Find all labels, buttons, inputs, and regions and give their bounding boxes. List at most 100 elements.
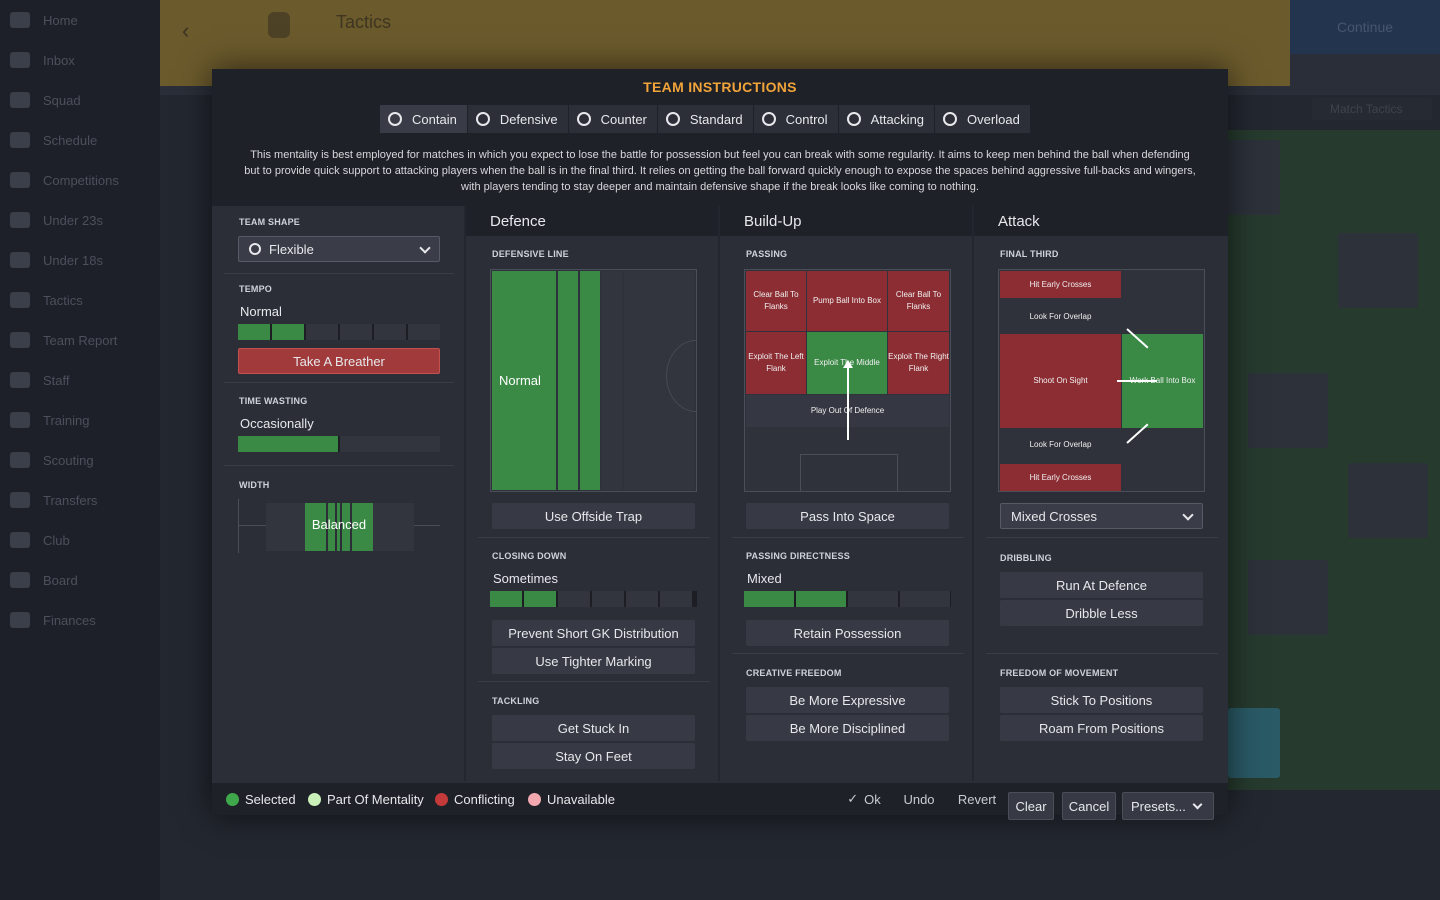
mentality-defensive[interactable]: Defensive: [467, 105, 568, 133]
legend-selected: Selected: [226, 792, 296, 807]
run-at-defence-button[interactable]: Run At Defence: [1000, 572, 1203, 598]
tempo-slider[interactable]: [238, 324, 440, 340]
tempo-value: Normal: [240, 304, 282, 319]
legend-dot: [435, 793, 448, 806]
hit-early-crosses-bottom[interactable]: Hit Early Crosses: [1000, 464, 1121, 491]
look-for-overlap-top[interactable]: Look For Overlap: [1029, 312, 1092, 321]
sidebar-item-transfers[interactable]: Transfers: [0, 485, 160, 515]
sidebar-item-label: Transfers: [43, 492, 98, 508]
shoot-on-sight[interactable]: Shoot On Sight: [1000, 334, 1121, 428]
take-a-breather-button[interactable]: Take A Breather: [238, 348, 440, 374]
mentality-label: Overload: [967, 111, 1020, 127]
nav-icon: [10, 132, 30, 148]
nav-icon: [10, 492, 30, 508]
nav-icon: [10, 292, 30, 308]
sidebar-item-team-report[interactable]: Team Report: [0, 325, 160, 355]
cancel-button[interactable]: Cancel: [1062, 792, 1116, 820]
nav-icon: [10, 332, 30, 348]
mentality-description: This mentality is best employed for matc…: [244, 149, 1196, 193]
ok-button[interactable]: ✓ Ok: [844, 785, 884, 813]
player-card: [1228, 708, 1280, 778]
be-more-disciplined-button[interactable]: Be More Disciplined: [746, 715, 949, 741]
mentality-label: Counter: [600, 111, 647, 127]
hit-early-crosses-top[interactable]: Hit Early Crosses: [1000, 271, 1121, 298]
back-arrow-icon[interactable]: ‹: [182, 18, 190, 43]
passing-selector[interactable]: Clear Ball To Flanks Pump Ball Into Box …: [744, 269, 951, 492]
get-stuck-in-button[interactable]: Get Stuck In: [492, 715, 695, 741]
sidebar-item-staff[interactable]: Staff: [0, 365, 160, 395]
sidebar-item-inbox[interactable]: Inbox: [0, 45, 160, 75]
defensive-line-selector[interactable]: Normal: [490, 269, 697, 492]
closing-down-slider[interactable]: [490, 591, 697, 607]
mentality-attacking[interactable]: Attacking: [838, 105, 935, 133]
pump-ball-into-box[interactable]: Pump Ball Into Box: [807, 271, 887, 331]
clear-ball-to-flanks-left[interactable]: Clear Ball To Flanks: [746, 271, 806, 331]
mentality-overload[interactable]: Overload: [935, 105, 1030, 133]
mentality-label: Defensive: [499, 111, 558, 127]
sidebar-item-label: Under 23s: [43, 212, 103, 228]
mentality-label: Attacking: [870, 111, 925, 127]
match-tactics-tab[interactable]: Match Tactics: [1312, 98, 1432, 120]
slider-segment: [238, 324, 270, 340]
sidebar-item-squad[interactable]: Squad: [0, 85, 160, 115]
continue-button[interactable]: Continue: [1290, 0, 1440, 54]
be-more-expressive-button[interactable]: Be More Expressive: [746, 687, 949, 713]
target-icon: [249, 243, 261, 255]
sidebar-item-under-18s[interactable]: Under 18s: [0, 245, 160, 275]
stay-on-feet-button[interactable]: Stay On Feet: [492, 743, 695, 769]
chevron-down-icon: [1182, 509, 1194, 521]
player-card: [1248, 560, 1328, 635]
sidebar-item-scouting[interactable]: Scouting: [0, 445, 160, 475]
background-pitch: [1228, 130, 1440, 790]
exploit-left-flank[interactable]: Exploit The Left Flank: [746, 332, 806, 394]
sidebar-item-finances[interactable]: Finances: [0, 605, 160, 635]
crosses-select[interactable]: Mixed Crosses: [1000, 503, 1203, 529]
sidebar-item-tactics[interactable]: Tactics: [0, 285, 160, 315]
clear-button[interactable]: Clear: [1008, 792, 1054, 820]
slider-segment: [626, 591, 658, 607]
sidebar-item-label: Home: [43, 12, 78, 28]
nav-icon: [10, 372, 30, 388]
mentality-contain[interactable]: Contain: [380, 105, 467, 133]
slider-segment: [592, 591, 624, 607]
sidebar-item-label: Inbox: [43, 52, 75, 68]
exploit-right-flank[interactable]: Exploit The Right Flank: [888, 332, 949, 394]
sidebar-item-label: Training: [43, 412, 90, 428]
sidebar-item-board[interactable]: Board: [0, 565, 160, 595]
sidebar-item-training[interactable]: Training: [0, 405, 160, 435]
sidebar-item-label: Team Report: [43, 332, 118, 348]
pass-into-space-button[interactable]: Pass Into Space: [746, 503, 949, 529]
sidebar-item-competitions[interactable]: Competitions: [0, 165, 160, 195]
sidebar-item-club[interactable]: Club: [0, 525, 160, 555]
use-tighter-marking-button[interactable]: Use Tighter Marking: [492, 648, 695, 674]
passing-directness-slider[interactable]: [744, 591, 951, 607]
legend-dot: [528, 793, 541, 806]
sidebar-item-under-23s[interactable]: Under 23s: [0, 205, 160, 235]
prevent-short-gk-distribution-button[interactable]: Prevent Short GK Distribution: [492, 620, 695, 646]
time-wasting-slider[interactable]: [238, 436, 440, 452]
dribble-less-button[interactable]: Dribble Less: [1000, 600, 1203, 626]
undo-button[interactable]: Undo: [903, 791, 935, 807]
nav-icon: [10, 252, 30, 268]
stick-to-positions-button[interactable]: Stick To Positions: [1000, 687, 1203, 713]
look-for-overlap-bottom[interactable]: Look For Overlap: [1029, 440, 1092, 449]
final-third-selector[interactable]: Hit Early Crosses Look For Overlap Shoot…: [998, 269, 1205, 492]
roam-from-positions-button[interactable]: Roam From Positions: [1000, 715, 1203, 741]
presets-button[interactable]: Presets...: [1122, 792, 1214, 820]
clear-ball-to-flanks-right[interactable]: Clear Ball To Flanks: [888, 271, 949, 331]
mentality-counter[interactable]: Counter: [568, 105, 657, 133]
width-selector[interactable]: Balanced: [238, 499, 440, 553]
retain-possession-button[interactable]: Retain Possession: [746, 620, 949, 646]
use-offside-trap-button[interactable]: Use Offside Trap: [492, 503, 695, 529]
revert-button[interactable]: Revert: [957, 791, 997, 807]
player-card: [1348, 463, 1428, 538]
player-card: [1338, 233, 1418, 308]
gear-icon: [665, 112, 680, 126]
team-shape-select[interactable]: Flexible: [238, 236, 440, 262]
mentality-control[interactable]: Control: [753, 105, 838, 133]
sidebar-item-schedule[interactable]: Schedule: [0, 125, 160, 155]
freedom-of-movement-label: FREEDOM OF MOVEMENT: [1000, 668, 1119, 678]
mentality-standard[interactable]: Standard: [657, 105, 753, 133]
slider-segment: [306, 324, 338, 340]
sidebar-item-home[interactable]: Home: [0, 5, 160, 35]
